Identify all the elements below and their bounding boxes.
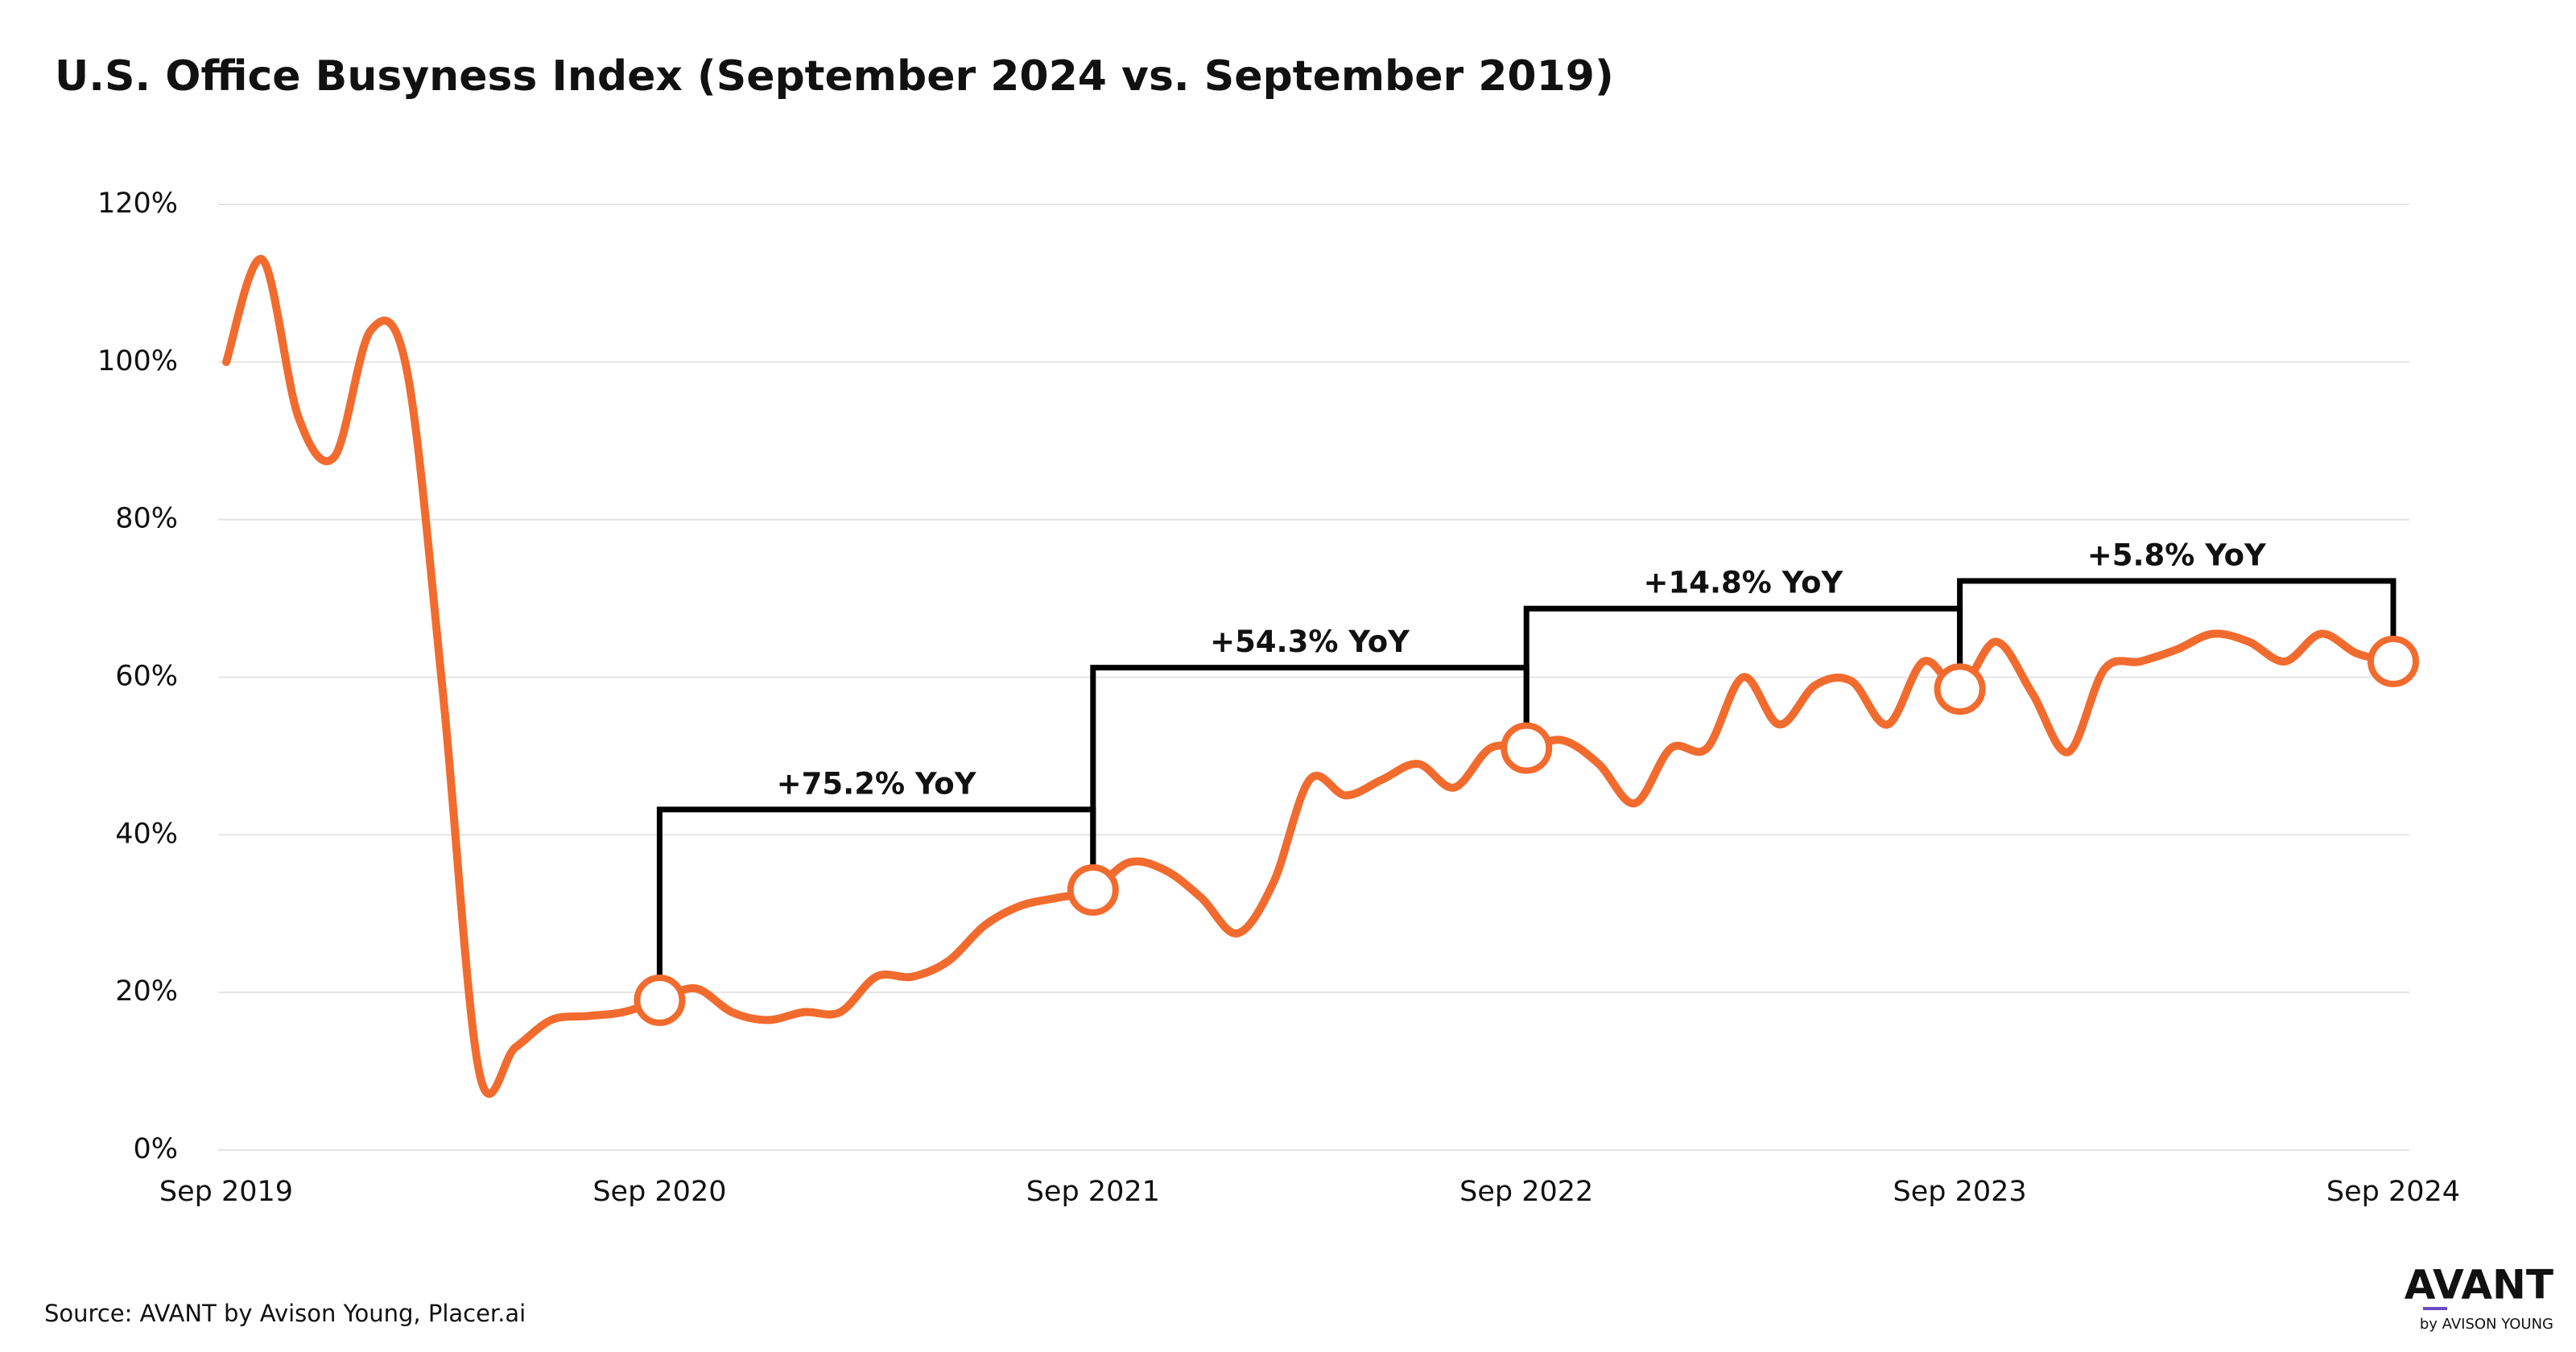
logo-sub: by AVISON YOUNG [2420,1316,2553,1333]
yoy-label: +75.2% YoY [777,766,977,801]
point-marker [634,974,686,1026]
y-tick-label: 60% [115,661,178,693]
point-marker [2368,635,2419,687]
y-tick-label: 120% [97,188,178,220]
yoy-bracket [1523,605,1963,726]
source-note: Source: AVANT by Avison Young, Placer.ai [44,1300,526,1327]
y-tick-label: 0% [133,1133,178,1165]
yoy-bracket [1090,665,1530,868]
y-tick-label: 40% [115,818,178,850]
point-marker [1501,722,1553,774]
y-tick-label: 80% [115,503,178,535]
x-tick-label: Sep 2022 [1459,1176,1593,1208]
y-tick-label: 100% [97,345,178,377]
x-tick-label: Sep 2024 [2326,1176,2460,1208]
x-tick-label: Sep 2019 [159,1176,293,1208]
yoy-label: +14.8% YoY [1643,566,1843,600]
y-tick-label: 20% [115,975,178,1008]
yoy-bracket [1957,578,2396,667]
point-marker [1067,864,1119,916]
data-line [222,255,2397,1098]
chart-title: U.S. Office Busyness Index (September 20… [55,52,1614,101]
x-tick-label: Sep 2021 [1026,1176,1160,1208]
logo-accent [2423,1307,2447,1310]
logo-name: AVANT [2405,1262,2553,1309]
x-tick-label: Sep 2023 [1893,1176,2027,1208]
x-tick-label: Sep 2020 [592,1176,726,1208]
yoy-label: +54.3% YoY [1210,624,1410,659]
yoy-label: +5.8% YoY [2087,538,2267,572]
point-marker [1934,663,1986,715]
